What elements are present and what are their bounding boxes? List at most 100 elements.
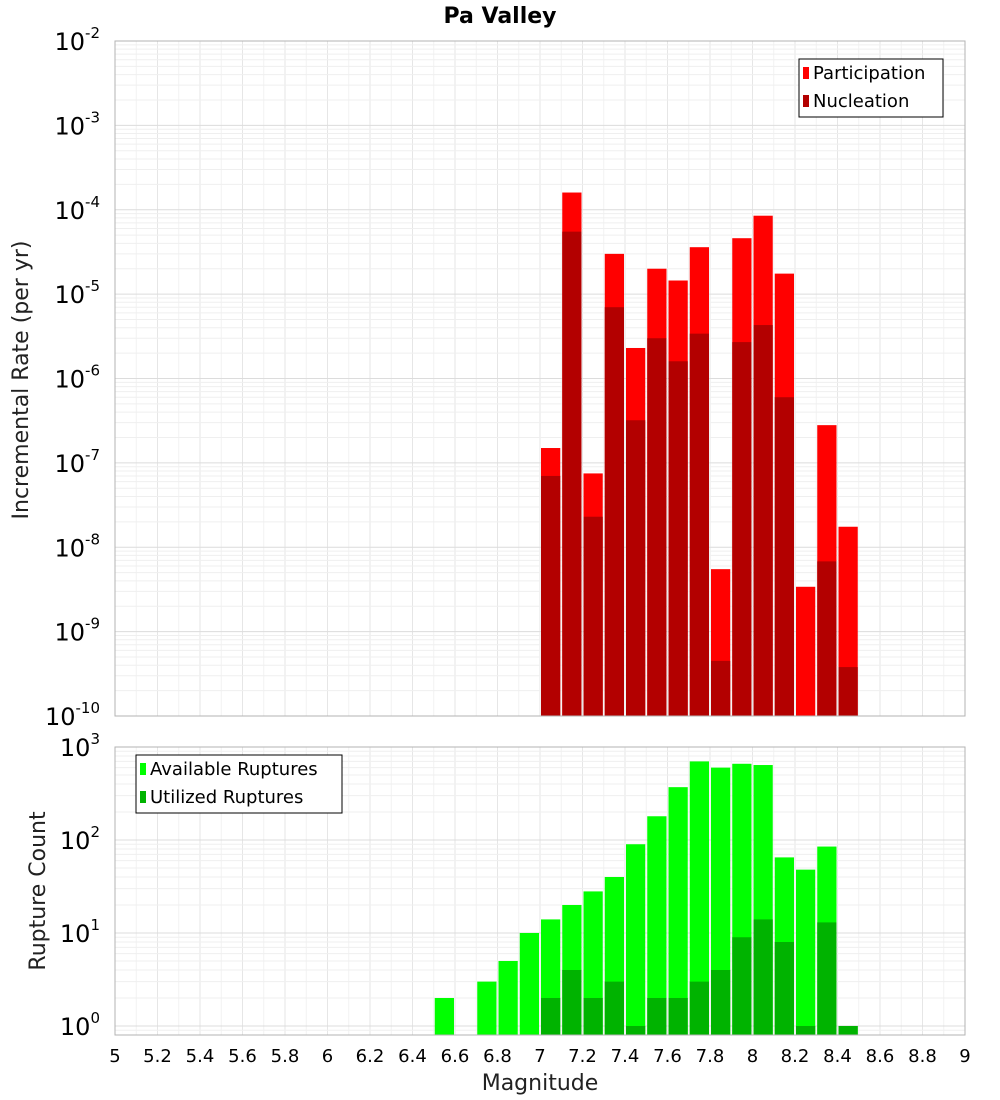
- bottom-bar-utilized-ruptures: [604, 981, 624, 1035]
- x-tick-label: 7: [534, 1046, 545, 1067]
- top-legend-box: [798, 58, 944, 118]
- bottom-bar-utilized-ruptures: [753, 919, 773, 1035]
- x-tick-label: 9: [959, 1046, 970, 1067]
- bottom-legend-swatch: [140, 763, 146, 775]
- top-bar-nucleation: [711, 660, 731, 716]
- bottom-bar-utilized-ruptures: [817, 922, 837, 1035]
- top-panel: 10-10 10-9 10-8 10-7 10-6 10-5 10-4 10-3 10-2 In…: [9, 24, 966, 731]
- top-y-tick-label: 10-10: [45, 699, 100, 731]
- x-tick-label: 5: [109, 1046, 120, 1067]
- bottom-legend-swatch: [140, 791, 146, 803]
- bottom-legend-box: [135, 754, 343, 814]
- top-y-tick-label: 10-9: [54, 615, 100, 647]
- bottom-y-tick-labels: 100 101 102 103: [60, 730, 100, 1041]
- top-legend-swatch: [803, 67, 809, 79]
- top-bar-nucleation: [817, 561, 837, 716]
- top-y-tick-label: 10-6: [54, 362, 100, 394]
- bottom-y-tick-label: 101: [60, 916, 100, 948]
- x-tick-label: 5.2: [143, 1046, 172, 1067]
- bottom-bar-available-ruptures: [626, 844, 646, 1035]
- top-bar-nucleation: [647, 338, 667, 716]
- top-grid: [114, 40, 966, 717]
- x-tick-label: 6.6: [441, 1046, 470, 1067]
- top-bar-nucleation: [774, 397, 794, 716]
- top-bar-participation: [796, 586, 816, 716]
- bottom-bar-utilized-ruptures: [732, 937, 752, 1035]
- bottom-bar-available-ruptures: [477, 981, 497, 1035]
- x-tick-label: 8.4: [823, 1046, 852, 1067]
- bottom-y-tick-label: 102: [60, 823, 100, 855]
- bottom-bar-utilized-ruptures: [562, 969, 582, 1035]
- top-legend-label: Nucleation: [813, 91, 909, 112]
- top-y-tick-label: 10-8: [54, 530, 100, 562]
- top-bar-nucleation: [562, 231, 582, 716]
- bottom-bar-utilized-ruptures: [668, 997, 688, 1035]
- bottom-legend-label: Utilized Ruptures: [150, 787, 303, 808]
- x-tick-label: 5.4: [186, 1046, 215, 1067]
- x-tick-label: 7.2: [568, 1046, 597, 1067]
- bottom-legend-label: Available Ruptures: [150, 759, 318, 780]
- x-tick-label: 6: [322, 1046, 333, 1067]
- bottom-bar-utilized-ruptures: [774, 942, 794, 1035]
- bottom-bar-utilized-ruptures: [711, 969, 731, 1035]
- x-tick-label: 8.2: [781, 1046, 810, 1067]
- bottom-bar-available-ruptures: [689, 761, 709, 1035]
- x-tick-labels: 5 5.2 5.4 5.6 5.8 6 6.2 6.4 6.6 6.8 7 7.2 7.4 7.6 7.8 8…: [109, 1046, 970, 1067]
- x-axis-label: Magnitude: [482, 1071, 599, 1096]
- bottom-y-tick-label: 100: [60, 1009, 100, 1041]
- bottom-bar-utilized-ruptures: [838, 1025, 858, 1035]
- top-y-tick-labels: 10-10 10-9 10-8 10-7 10-6 10-5 10-4 10-3 10-2: [45, 24, 100, 731]
- top-bar-nucleation: [753, 325, 773, 716]
- top-bar-nucleation: [732, 342, 752, 716]
- x-tick-label: 8.8: [908, 1046, 937, 1067]
- top-bar-nucleation: [838, 667, 858, 716]
- top-y-axis-label: Incremental Rate (per yr): [9, 241, 34, 520]
- top-legend-label: Participation: [813, 63, 925, 84]
- bottom-y-tick-label: 103: [60, 730, 100, 762]
- top-bar-nucleation: [626, 420, 646, 716]
- top-y-tick-label: 10-3: [54, 108, 100, 140]
- top-bars: [541, 192, 858, 717]
- bottom-bar-utilized-ruptures: [541, 997, 561, 1035]
- bottom-bar-available-ruptures: [498, 960, 518, 1035]
- x-tick-label: 7.6: [653, 1046, 682, 1067]
- bottom-y-axis-label: Rupture Count: [26, 811, 51, 971]
- bottom-bar-utilized-ruptures: [689, 981, 709, 1035]
- bottom-panel: 100 101 102 103 5 5.2 5.4 5.6 5.8 6 6.2 6.4 6.6 6.8 7…: [26, 730, 971, 1096]
- bottom-bar-available-ruptures: [668, 787, 688, 1035]
- x-tick-label: 5.6: [228, 1046, 257, 1067]
- top-bar-nucleation: [689, 333, 709, 716]
- x-tick-label: 8: [747, 1046, 758, 1067]
- top-plot-border: [114, 40, 966, 717]
- top-bar-nucleation: [541, 475, 561, 716]
- bottom-bars: [434, 761, 858, 1035]
- bottom-plot-border: [114, 746, 966, 1036]
- x-tick-label: 7.4: [611, 1046, 640, 1067]
- top-y-tick-label: 10-2: [54, 24, 100, 56]
- bottom-bar-available-ruptures: [434, 997, 454, 1035]
- bottom-bar-utilized-ruptures: [796, 1025, 816, 1035]
- bottom-bar-utilized-ruptures: [583, 997, 603, 1035]
- bottom-legend: Available Ruptures Utilized Ruptures: [135, 754, 343, 814]
- bottom-bar-available-ruptures: [519, 932, 539, 1035]
- bottom-bar-utilized-ruptures: [626, 1025, 646, 1035]
- top-legend-swatch: [803, 95, 809, 107]
- top-y-tick-label: 10-7: [54, 446, 100, 478]
- top-bar-nucleation: [583, 516, 603, 716]
- top-y-tick-label: 10-5: [54, 277, 100, 309]
- x-tick-label: 6.4: [398, 1046, 427, 1067]
- top-bar-nucleation: [668, 361, 688, 716]
- bottom-bar-available-ruptures: [796, 869, 816, 1035]
- bottom-bar-available-ruptures: [647, 816, 667, 1035]
- x-tick-label: 6.2: [356, 1046, 385, 1067]
- top-bar-nucleation: [604, 307, 624, 716]
- bottom-bar-utilized-ruptures: [647, 997, 667, 1035]
- chart-title: Pa Valley: [443, 4, 556, 29]
- x-tick-label: 7.8: [696, 1046, 725, 1067]
- bottom-bar-available-ruptures: [711, 767, 731, 1035]
- x-tick-label: 5.8: [271, 1046, 300, 1067]
- x-tick-label: 6.8: [483, 1046, 512, 1067]
- top-y-tick-label: 10-4: [54, 193, 100, 225]
- x-tick-label: 8.6: [866, 1046, 895, 1067]
